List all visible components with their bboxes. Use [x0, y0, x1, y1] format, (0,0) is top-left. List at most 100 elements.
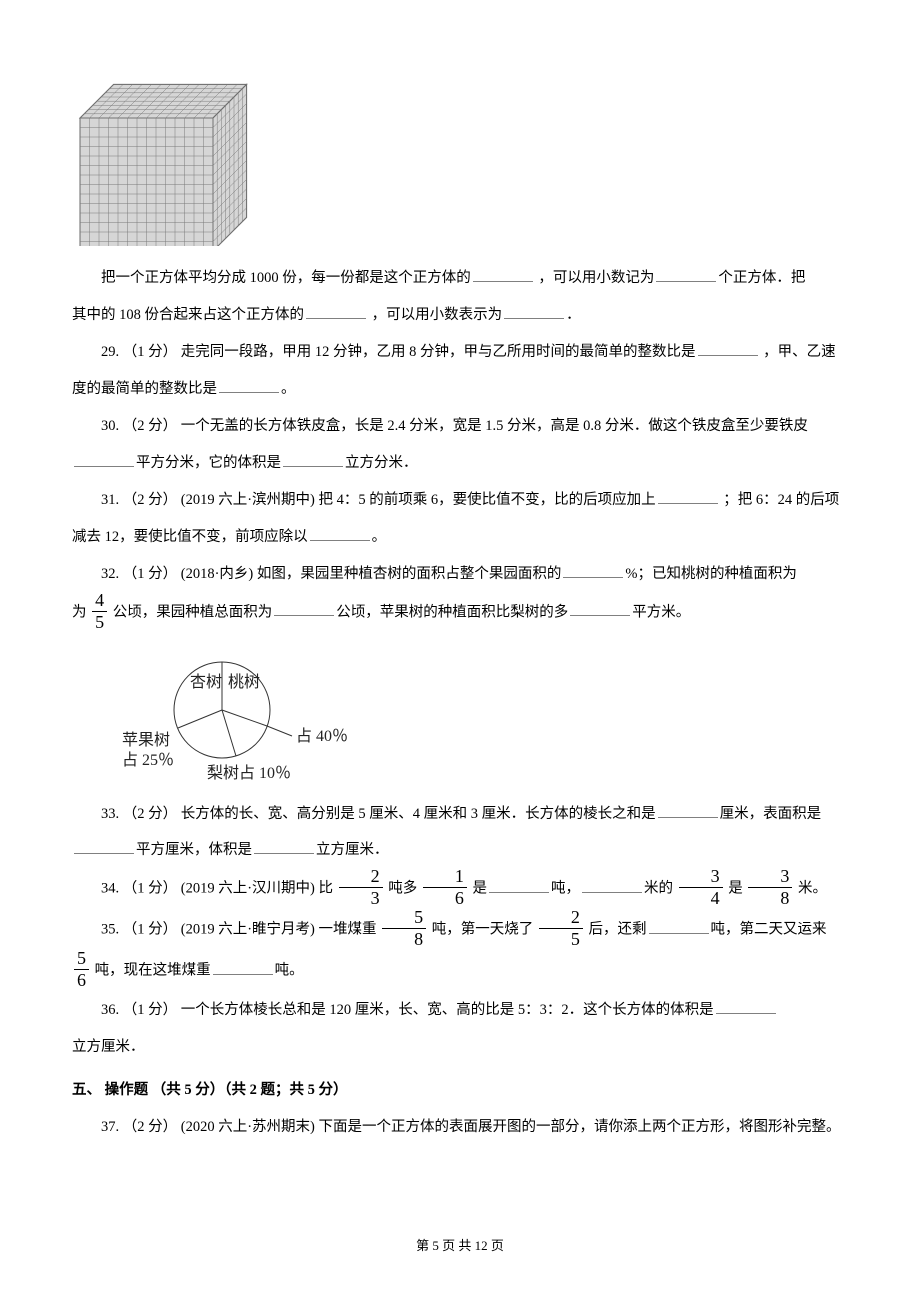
den: 6: [423, 888, 467, 908]
q32-m2: 公顷，苹果树的种植面积比梨树的多: [336, 604, 568, 620]
q30-end: 立方分米．: [345, 455, 418, 471]
pie-label-apple2: 占 25％: [122, 751, 174, 769]
num: 1: [423, 867, 467, 888]
pie-label-tao: 桃树: [228, 673, 260, 691]
q36-end: 立方厘米．: [72, 1039, 145, 1055]
num: 2: [539, 908, 583, 929]
q36-line2: 立方厘米．: [72, 1029, 848, 1066]
q32-pre: 32. （1 分） (2018·内乡) 如图，果园里种植杏树的面积占整个果园面积…: [101, 566, 561, 582]
q36: 36. （1 分） 一个长方体棱长总和是 120 厘米，长、宽、高的比是 5：3…: [72, 992, 848, 1029]
cube-figure: [72, 78, 848, 246]
q34-t6: 米。: [794, 881, 827, 897]
den: 5: [92, 612, 107, 632]
q35-d: 吨，现在这堆煤重: [91, 963, 211, 979]
q35-line2: 56 吨，现在这堆煤重 吨。: [72, 951, 848, 992]
q28-t4: ，可以用小数表示为: [368, 307, 502, 323]
section-5-heading: 五、 操作题 （共 5 分）（共 2 题；共 5 分）: [72, 1072, 848, 1109]
blank: [658, 490, 718, 504]
blank: [656, 268, 716, 282]
q29-end: 。: [281, 381, 296, 397]
q36-pre: 36. （1 分） 一个长方体棱长总和是 120 厘米，长、宽、高的比是 5：3…: [101, 1002, 714, 1018]
q37: 37. （2 分） (2020 六上·苏州期末) 下面是一个正方体的表面展开图的…: [72, 1109, 848, 1146]
q34: 34. （1 分） (2019 六上·汉川期中) 比 23 吨多 16 是 吨， 米…: [72, 869, 848, 910]
frac-2-5: 25: [539, 908, 583, 949]
page-root: 把一个正方体平均分成 1000 份，每一份都是这个正方体的 ，可以用小数记为 个正…: [0, 0, 920, 1302]
q35: 35. （1 分） (2019 六上·睢宁月考) 一堆煤重 58 吨，第一天烧了…: [72, 910, 848, 951]
num: 5: [74, 949, 89, 970]
blank: [74, 453, 134, 467]
blank: [254, 840, 314, 854]
blank: [570, 602, 630, 616]
q33-end: 立方厘米．: [316, 842, 389, 858]
q28-t2: ，可以用小数记为: [535, 270, 655, 286]
num: 5: [382, 908, 426, 929]
blank: [504, 305, 564, 319]
blank: [283, 453, 343, 467]
q35-b: 后，还剩: [585, 922, 647, 938]
den: 3: [339, 888, 383, 908]
q33-m2: 平方厘米，体积是: [136, 842, 252, 858]
q28-t1: 把一个正方体平均分成 1000 份，每一份都是这个正方体的: [101, 270, 471, 286]
den: 8: [748, 888, 792, 908]
q35-pre: 35. （1 分） (2019 六上·睢宁月考) 一堆煤重: [101, 922, 380, 938]
frac-3-4: 34: [679, 867, 723, 908]
frac-2-3: 23: [339, 867, 383, 908]
q28-t3b: 其中的 108 份合起来占这个正方体的: [72, 307, 304, 323]
q32-end: 平方米。: [632, 604, 690, 620]
q35-c: 吨，第二天又运来: [711, 922, 827, 938]
blank: [219, 379, 279, 393]
q28-line2: 其中的 108 份合起来占这个正方体的 ，可以用小数表示为．: [72, 297, 848, 334]
num: 4: [92, 591, 107, 612]
q32-line2: 为 45 公顷，果园种植总面积为 公顷，苹果树的种植面积比梨树的多 平方米。: [72, 593, 848, 634]
blank: [563, 564, 623, 578]
frac-5-8: 58: [382, 908, 426, 949]
q32: 32. （1 分） (2018·内乡) 如图，果园里种植杏树的面积占整个果园面积…: [72, 556, 848, 593]
q33-m1: 厘米，表面积是: [720, 806, 822, 822]
pie-label-pear: 梨树占 10％: [207, 764, 291, 782]
q32-hectare: 公顷，果园种植总面积为: [109, 604, 272, 620]
q33-pre: 33. （2 分） 长方体的长、宽、高分别是 5 厘米、4 厘米和 3 厘米．长…: [101, 806, 656, 822]
blank: [716, 1000, 776, 1014]
blank: [74, 840, 134, 854]
q34-t4: 米的: [644, 881, 677, 897]
blank: [698, 342, 758, 356]
q29: 29. （1 分） 走完同一段路，甲用 12 分钟，乙用 8 分钟，甲与乙所用时…: [72, 334, 848, 408]
num: 3: [748, 867, 792, 888]
pie-label-xing: 杏树: [190, 673, 222, 691]
q28-t3a: 个正方体．把: [718, 270, 805, 286]
q35-e: 吨。: [275, 963, 304, 979]
q34-t1: 吨多: [385, 881, 421, 897]
den: 4: [679, 888, 723, 908]
blank: [658, 803, 718, 817]
blank: [213, 961, 273, 975]
pie-figure: 杏树 桃树 占 40％ 苹果树 占 25％ 梨树占 10％: [112, 640, 848, 790]
q35-a: 吨，第一天烧了: [428, 922, 537, 938]
frac-3-8: 38: [748, 867, 792, 908]
frac-1-6: 16: [423, 867, 467, 908]
blank: [306, 305, 366, 319]
den: 6: [74, 970, 89, 990]
q30-pre: 30. （2 分） 一个无盖的长方体铁皮盒，长是 2.4 分米，宽是 1.5 分…: [101, 418, 808, 434]
blank: [274, 602, 334, 616]
q30-m1: 平方分米，它的体积是: [136, 455, 281, 471]
q32-wei: 为: [72, 604, 90, 620]
num: 3: [679, 867, 723, 888]
frac-5-6: 56: [74, 949, 89, 990]
blank: [473, 268, 533, 282]
pie-label-apple1: 苹果树: [122, 731, 170, 749]
q34-pre: 34. （1 分） (2019 六上·汉川期中) 比: [101, 881, 337, 897]
q31: 31. （2 分） (2019 六上·滨州期中) 把 4：5 的前项乘 6，要使…: [72, 482, 848, 556]
q34-t5: 是: [725, 881, 747, 897]
q29-pre: 29. （1 分） 走完同一段路，甲用 12 分钟，乙用 8 分钟，甲与乙所用时…: [101, 344, 696, 360]
blank: [310, 527, 370, 541]
page-footer: 第 5 页 共 12 页: [0, 1229, 920, 1262]
q34-t2: 是: [469, 881, 487, 897]
blank: [649, 920, 709, 934]
den: 5: [539, 929, 583, 949]
q30: 30. （2 分） 一个无盖的长方体铁皮盒，长是 2.4 分米，宽是 1.5 分…: [72, 408, 848, 482]
frac-4-5: 45: [92, 591, 107, 632]
q32-pct: %；已知桃树的种植面积为: [625, 566, 797, 582]
q34-t3: 吨，: [551, 881, 580, 897]
blank: [582, 879, 642, 893]
q31-pre: 31. （2 分） (2019 六上·滨州期中) 把 4：5 的前项乘 6，要使…: [101, 492, 656, 508]
